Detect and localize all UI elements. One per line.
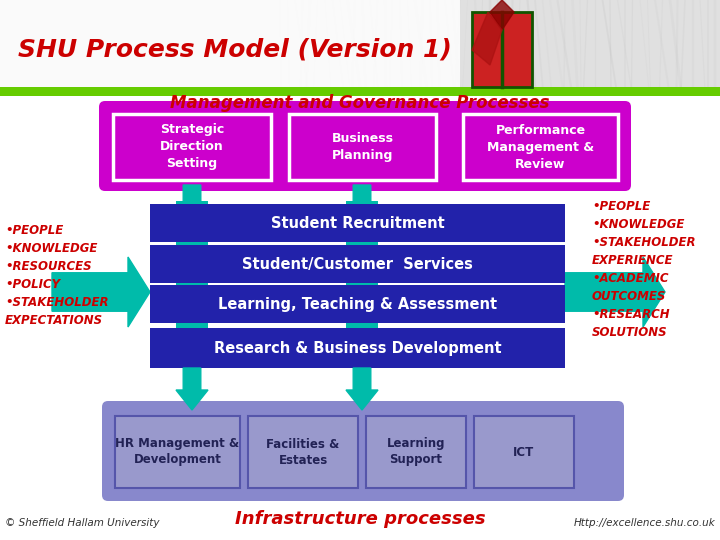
Text: Http://excellence.shu.co.uk: Http://excellence.shu.co.uk (573, 518, 715, 528)
Polygon shape (565, 257, 665, 327)
Polygon shape (490, 0, 514, 30)
FancyBboxPatch shape (248, 416, 358, 488)
Text: HR Management &
Development: HR Management & Development (115, 437, 240, 467)
Bar (346, 201, 378, 368)
Text: •PEOPLE
•KNOWLEDGE
•STAKEHOLDER
EXPERIENCE
•ACADEMIC
OUTCOMES
•RESEARCH
SOLUTION: •PEOPLE •KNOWLEDGE •STAKEHOLDER EXPERIEN… (592, 200, 696, 340)
Text: Student Recruitment: Student Recruitment (271, 215, 444, 231)
FancyBboxPatch shape (474, 416, 574, 488)
Bar (0, 95, 720, 540)
Bar (0, 87, 720, 96)
FancyBboxPatch shape (366, 416, 466, 488)
Bar (176, 201, 208, 368)
Text: Student/Customer  Services: Student/Customer Services (242, 256, 473, 272)
FancyBboxPatch shape (115, 416, 240, 488)
Bar (472, 12, 532, 87)
Bar (0, 0, 460, 90)
FancyBboxPatch shape (150, 204, 565, 242)
Text: Infrastructure processes: Infrastructure processes (235, 510, 485, 528)
Text: Learning
Support: Learning Support (387, 437, 445, 467)
Text: Learning, Teaching & Assessment: Learning, Teaching & Assessment (218, 296, 497, 312)
Polygon shape (52, 257, 150, 327)
Text: Performance
Management &
Review: Performance Management & Review (487, 124, 594, 171)
FancyBboxPatch shape (150, 245, 565, 283)
Polygon shape (346, 368, 378, 410)
Text: Facilities &
Estates: Facilities & Estates (266, 437, 340, 467)
Text: © Sheffield Hallam University: © Sheffield Hallam University (5, 518, 160, 528)
Polygon shape (472, 12, 502, 65)
FancyBboxPatch shape (113, 114, 271, 180)
FancyBboxPatch shape (99, 101, 631, 191)
FancyBboxPatch shape (150, 328, 565, 368)
Text: ICT: ICT (513, 446, 535, 458)
Text: SHU Process Model (Version 1): SHU Process Model (Version 1) (18, 38, 451, 62)
Bar (0, 0, 720, 90)
FancyBboxPatch shape (150, 285, 565, 323)
FancyBboxPatch shape (102, 401, 624, 501)
Text: Strategic
Direction
Setting: Strategic Direction Setting (160, 124, 224, 171)
FancyBboxPatch shape (463, 114, 618, 180)
Polygon shape (176, 185, 208, 235)
Text: Business
Planning: Business Planning (331, 132, 394, 162)
Polygon shape (346, 185, 378, 235)
Text: Management and Governance Processes: Management and Governance Processes (170, 94, 550, 112)
Polygon shape (176, 368, 208, 410)
FancyBboxPatch shape (289, 114, 436, 180)
Text: •PEOPLE
•KNOWLEDGE
•RESOURCES
•POLICY
•STAKEHOLDER
EXPECTATIONS: •PEOPLE •KNOWLEDGE •RESOURCES •POLICY •S… (5, 224, 109, 327)
Text: Research & Business Development: Research & Business Development (214, 341, 501, 355)
